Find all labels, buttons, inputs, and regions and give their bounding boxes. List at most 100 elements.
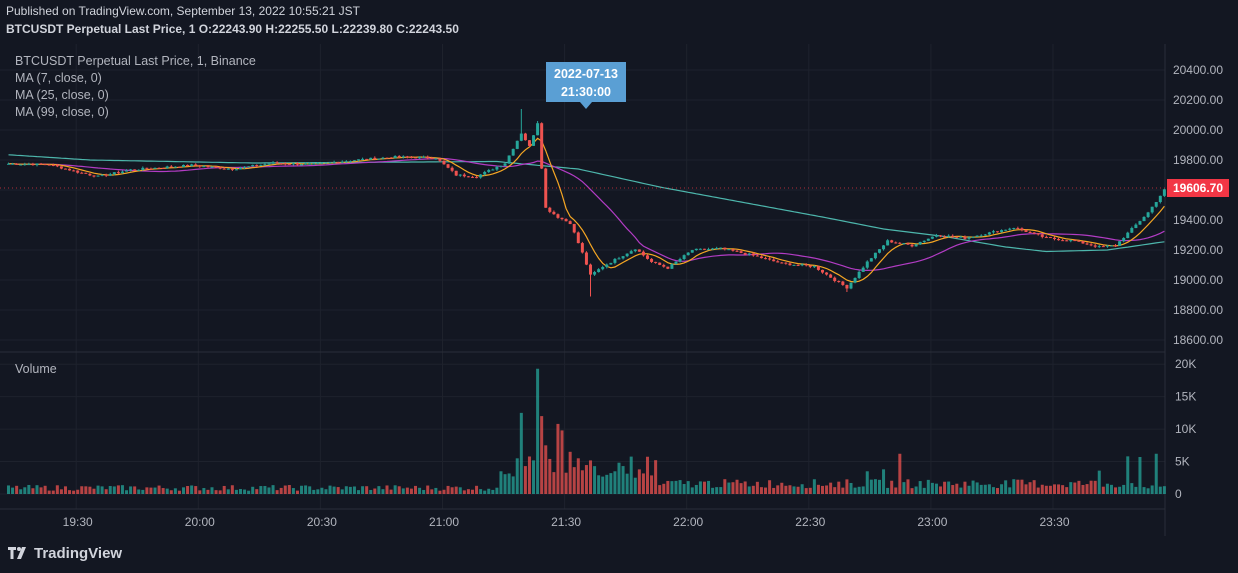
volume-bar (214, 490, 218, 494)
volume-bar (544, 445, 548, 494)
candle-body (1028, 232, 1032, 234)
volume-bar (1069, 482, 1073, 494)
volume-bar (678, 480, 682, 494)
candle-body (613, 258, 617, 263)
price-tick-label: 19400.00 (1173, 213, 1223, 227)
candle-body (401, 156, 405, 158)
candle-body (894, 242, 898, 244)
volume-bar (1024, 484, 1028, 494)
candle-body (414, 157, 417, 159)
legend-symbol[interactable]: BTCUSDT Perpetual Last Price, 1, Binance (15, 54, 256, 68)
candle-body (1040, 234, 1044, 237)
volume-bar (825, 485, 829, 494)
volume-bar (157, 485, 161, 494)
candle-body (320, 162, 324, 164)
volume-bar (295, 490, 299, 494)
candle-body (621, 256, 625, 259)
volume-bar (861, 486, 865, 494)
candle-body (198, 165, 202, 167)
volume-bar (1081, 484, 1085, 494)
volume-bar (393, 485, 397, 494)
candle-body (707, 249, 711, 251)
candle-body (80, 172, 84, 174)
candle-body (59, 166, 63, 169)
candle-body (23, 164, 27, 166)
price-axis: 18600.00 18800.00 19000.00 19200.00 19400.00… (1173, 63, 1223, 347)
candle-body (251, 165, 255, 167)
candle-body (812, 266, 816, 268)
candle-body (1048, 237, 1052, 239)
volume-bar (120, 485, 124, 494)
legend-ma25[interactable]: MA (25, close, 0) (15, 88, 109, 102)
candle-body (507, 155, 511, 164)
candle-body (796, 264, 800, 266)
candle-body (344, 161, 348, 163)
candle-body (377, 158, 381, 160)
volume-bar (853, 487, 857, 494)
volume-bar (727, 482, 731, 494)
candle-body (1032, 232, 1036, 234)
candle-body (605, 264, 609, 267)
candle-body (719, 247, 723, 249)
volume-bar (1097, 470, 1101, 494)
candle-body (466, 176, 470, 178)
volume-bar (422, 489, 426, 494)
candle-body (690, 250, 694, 253)
candle-body (357, 159, 361, 161)
candle-body (1012, 228, 1016, 230)
legend-ma7[interactable]: MA (7, close, 0) (15, 71, 102, 85)
candle-body (584, 252, 588, 265)
volume-bar (161, 488, 165, 494)
candle-body (816, 266, 820, 270)
candle-body (861, 267, 865, 272)
candle-body (759, 256, 763, 259)
volume-bar (1130, 483, 1134, 494)
volume-label[interactable]: Volume (15, 362, 57, 376)
volume-bar (182, 487, 186, 494)
legend-ma99[interactable]: MA (99, close, 0) (15, 105, 109, 119)
candle-body (922, 240, 926, 243)
volume-bar (560, 430, 564, 494)
ma25-path (8, 157, 1165, 272)
volume-bar (446, 485, 450, 494)
candle-body (670, 264, 674, 269)
volume-bar (1154, 453, 1158, 494)
volume-bar (198, 490, 202, 494)
volume-bar (72, 490, 76, 494)
candle-body (1150, 206, 1154, 213)
candle-body (609, 262, 613, 265)
volume-bar (92, 488, 96, 494)
volume-bar (556, 423, 560, 494)
price-tick-label: 19200.00 (1173, 243, 1223, 257)
volume-bar (959, 487, 963, 494)
volume-bar (686, 481, 690, 494)
volume-bar (80, 486, 84, 494)
candle-body (405, 156, 409, 158)
candle-body (291, 163, 295, 165)
tooltip-time: 21:30:00 (560, 85, 612, 99)
volume-bar (711, 487, 715, 494)
candle-body (218, 167, 222, 169)
volume-bar (845, 479, 849, 494)
volume-bar (369, 489, 373, 494)
volume-bar (1093, 480, 1097, 494)
volume-bar (857, 486, 861, 494)
volume-bar (694, 484, 698, 494)
candle-body (491, 169, 495, 171)
candle-body (55, 164, 59, 167)
candle-body (19, 164, 23, 166)
volume-bar (55, 485, 59, 494)
chart-grid (0, 44, 1165, 509)
volume-bar (373, 488, 377, 494)
candle-body (1118, 241, 1122, 246)
candle-body (519, 133, 523, 141)
candle-body (877, 249, 881, 253)
candle-body (1057, 239, 1061, 241)
candle-body (1146, 212, 1150, 217)
candle-body (735, 250, 739, 252)
candle-body (438, 158, 442, 161)
volume-bar (983, 484, 987, 494)
volume-bar (336, 487, 340, 494)
candle-body (939, 235, 943, 237)
volume-bar (1146, 488, 1150, 494)
